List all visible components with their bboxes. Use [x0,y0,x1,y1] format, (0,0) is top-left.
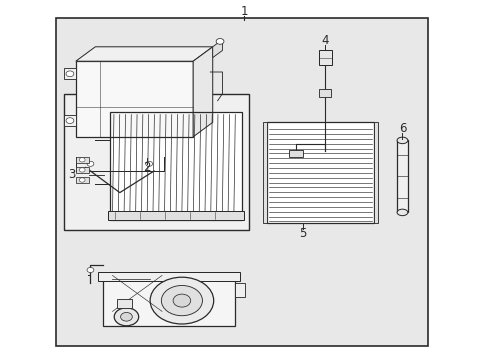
Bar [110,112,242,220]
Circle shape [79,178,85,182]
Bar [266,122,373,223]
Ellipse shape [396,137,407,144]
Circle shape [66,118,74,123]
Polygon shape [76,47,212,61]
Text: 5: 5 [299,227,306,240]
Text: 2: 2 [142,161,150,174]
Bar [98,272,239,282]
Ellipse shape [396,209,407,216]
Bar [76,61,193,137]
Bar [110,112,242,220]
Circle shape [121,312,132,321]
Circle shape [173,294,190,307]
Circle shape [216,39,224,44]
Bar [318,50,331,65]
Circle shape [79,168,85,172]
Circle shape [66,71,74,77]
Bar [107,211,244,220]
Bar [76,157,88,163]
Bar [234,283,245,297]
Circle shape [114,308,139,326]
Circle shape [87,267,94,273]
Text: 4: 4 [321,34,328,47]
Bar [63,94,249,230]
Bar [63,115,76,126]
Polygon shape [212,40,222,58]
Bar [396,140,407,212]
Text: 6: 6 [398,122,406,135]
Bar [56,18,427,346]
Circle shape [150,277,213,324]
Text: 1: 1 [240,5,248,18]
Bar [63,68,76,79]
Polygon shape [193,47,212,137]
Bar [262,122,266,223]
Bar [373,122,377,223]
Bar [76,167,88,173]
Bar [102,278,234,326]
Bar [266,122,373,223]
Bar [319,89,330,97]
Circle shape [161,285,202,316]
Circle shape [145,161,152,166]
Bar [117,299,132,308]
Circle shape [79,158,85,162]
Bar [76,177,88,183]
Text: 3: 3 [68,168,76,181]
Circle shape [87,161,94,166]
Bar [289,150,303,157]
